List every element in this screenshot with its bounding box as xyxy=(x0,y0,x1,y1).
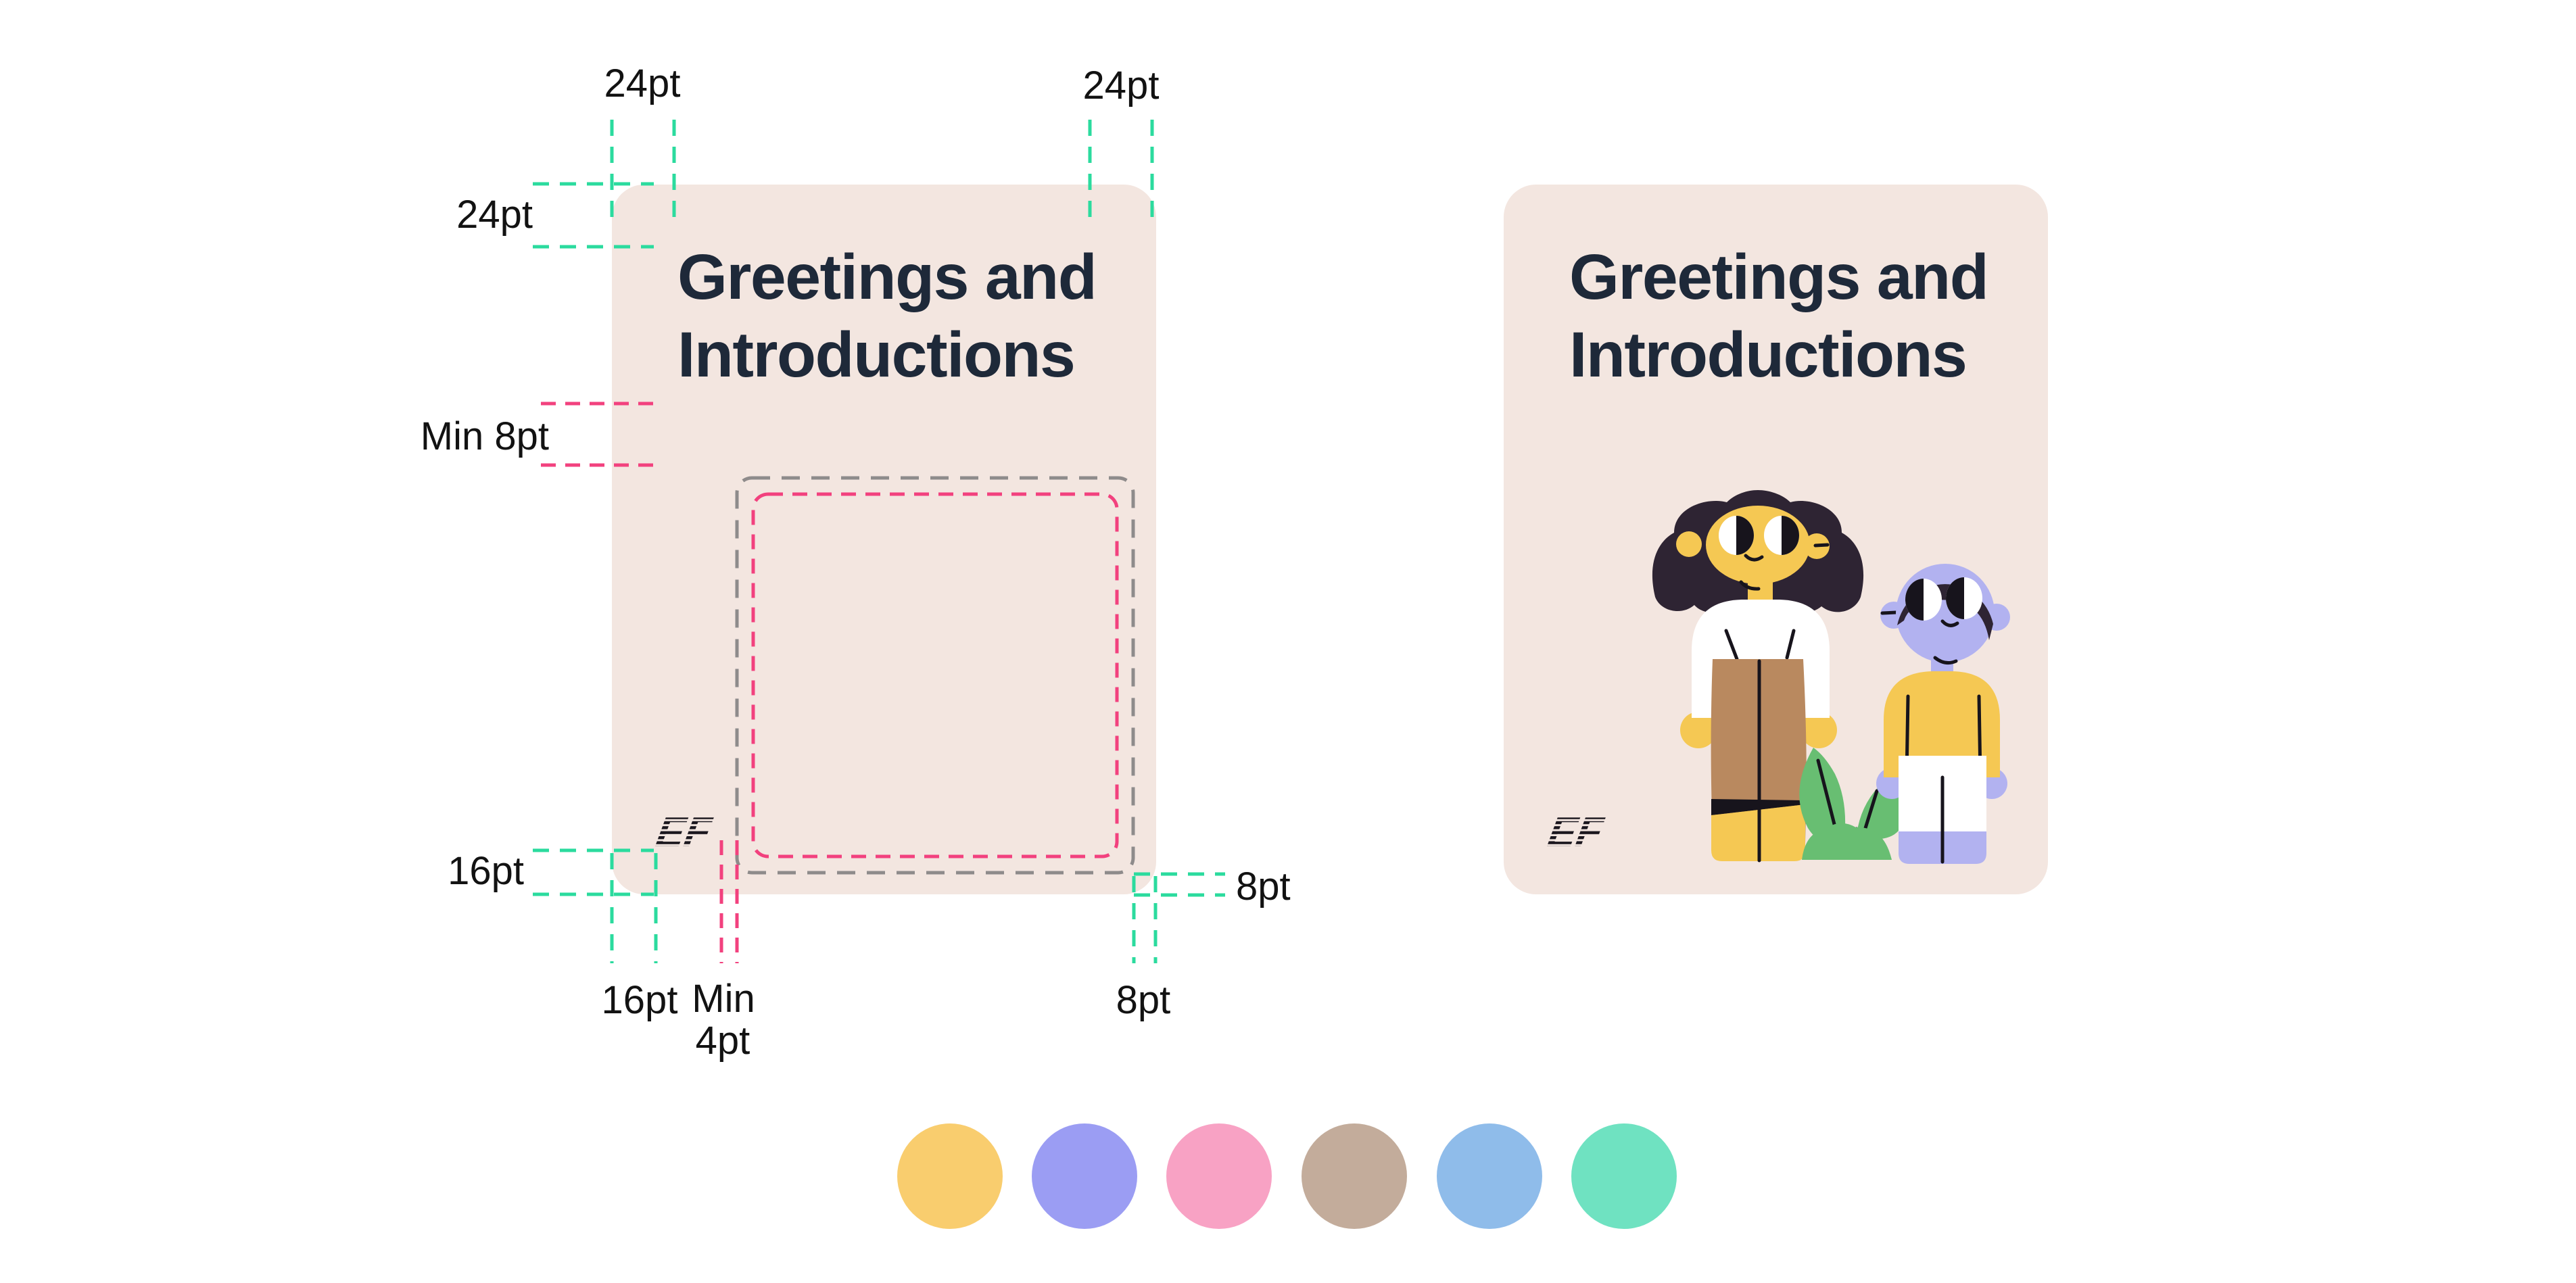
label-24pt-top-right: 24pt xyxy=(1082,64,1160,107)
palette-swatch-periwinkle xyxy=(1032,1123,1137,1229)
woman-left-pupil xyxy=(1736,516,1754,555)
palette-swatch-mint xyxy=(1571,1123,1677,1229)
label-24pt-top-left: 24pt xyxy=(604,62,681,105)
plant-mound xyxy=(1802,823,1892,860)
plant-right-leaf-rib xyxy=(1863,789,1879,830)
ef-logo: EF xyxy=(652,811,715,852)
ef-logo-text: EF xyxy=(1544,811,1607,852)
ef-logo: EF xyxy=(1544,811,1607,852)
woman-right-hand xyxy=(1800,712,1837,748)
label-8pt-right: 8pt xyxy=(1236,865,1291,909)
kid-chin-line xyxy=(1933,656,1958,665)
spec-card: Greetings and Introductions EF xyxy=(612,185,1156,894)
card-title-line1: Greetings and xyxy=(1569,241,1989,313)
woman-suspender-left xyxy=(1724,629,1739,661)
kid-right-pupil xyxy=(1946,577,1964,619)
label-16pt-left: 16pt xyxy=(448,849,524,893)
illustration-kid xyxy=(1876,564,2010,864)
woman-left-ear xyxy=(1676,531,1702,557)
plant-left-leaf-rib xyxy=(1816,758,1838,834)
kid-smile xyxy=(1940,619,1959,627)
label-24pt-left: 24pt xyxy=(456,193,533,237)
woman-right-pupil xyxy=(1782,516,1799,555)
woman-chin-line xyxy=(1739,580,1761,591)
label-min-4pt: 4pt xyxy=(695,1019,750,1063)
palette-swatch-tan xyxy=(1302,1123,1407,1229)
palette-swatch-blue xyxy=(1437,1123,1542,1229)
kid-ear-line xyxy=(1880,610,1898,615)
woman-suspender-right xyxy=(1785,629,1796,660)
label-8pt-bottom: 8pt xyxy=(1116,978,1171,1022)
label-16pt-bottom: 16pt xyxy=(601,978,678,1022)
card-title-line2: Introductions xyxy=(1569,319,1967,391)
label-min-word: Min xyxy=(692,977,755,1021)
two-people-illustration xyxy=(1652,490,2010,864)
kid-left-pupil xyxy=(1905,579,1924,621)
label-min-8pt: Min 8pt xyxy=(420,414,549,458)
palette-swatch-yellow xyxy=(897,1123,1003,1229)
illustration-woman xyxy=(1652,490,1864,863)
example-card: Greetings and Introductions xyxy=(1504,185,2048,894)
card-title-line2: Introductions xyxy=(677,319,1076,391)
kid-shirt xyxy=(1884,671,2000,777)
card-title: Greetings and Introductions xyxy=(677,239,1097,394)
woman-left-hand xyxy=(1680,712,1717,748)
woman-ear-line xyxy=(1813,543,1830,548)
woman-smile xyxy=(1744,554,1764,562)
card-title-line1: Greetings and xyxy=(677,241,1097,313)
card-title: Greetings and Introductions xyxy=(1569,239,1989,394)
ef-logo-text: EF xyxy=(652,811,715,852)
palette-swatch-pink xyxy=(1166,1123,1272,1229)
